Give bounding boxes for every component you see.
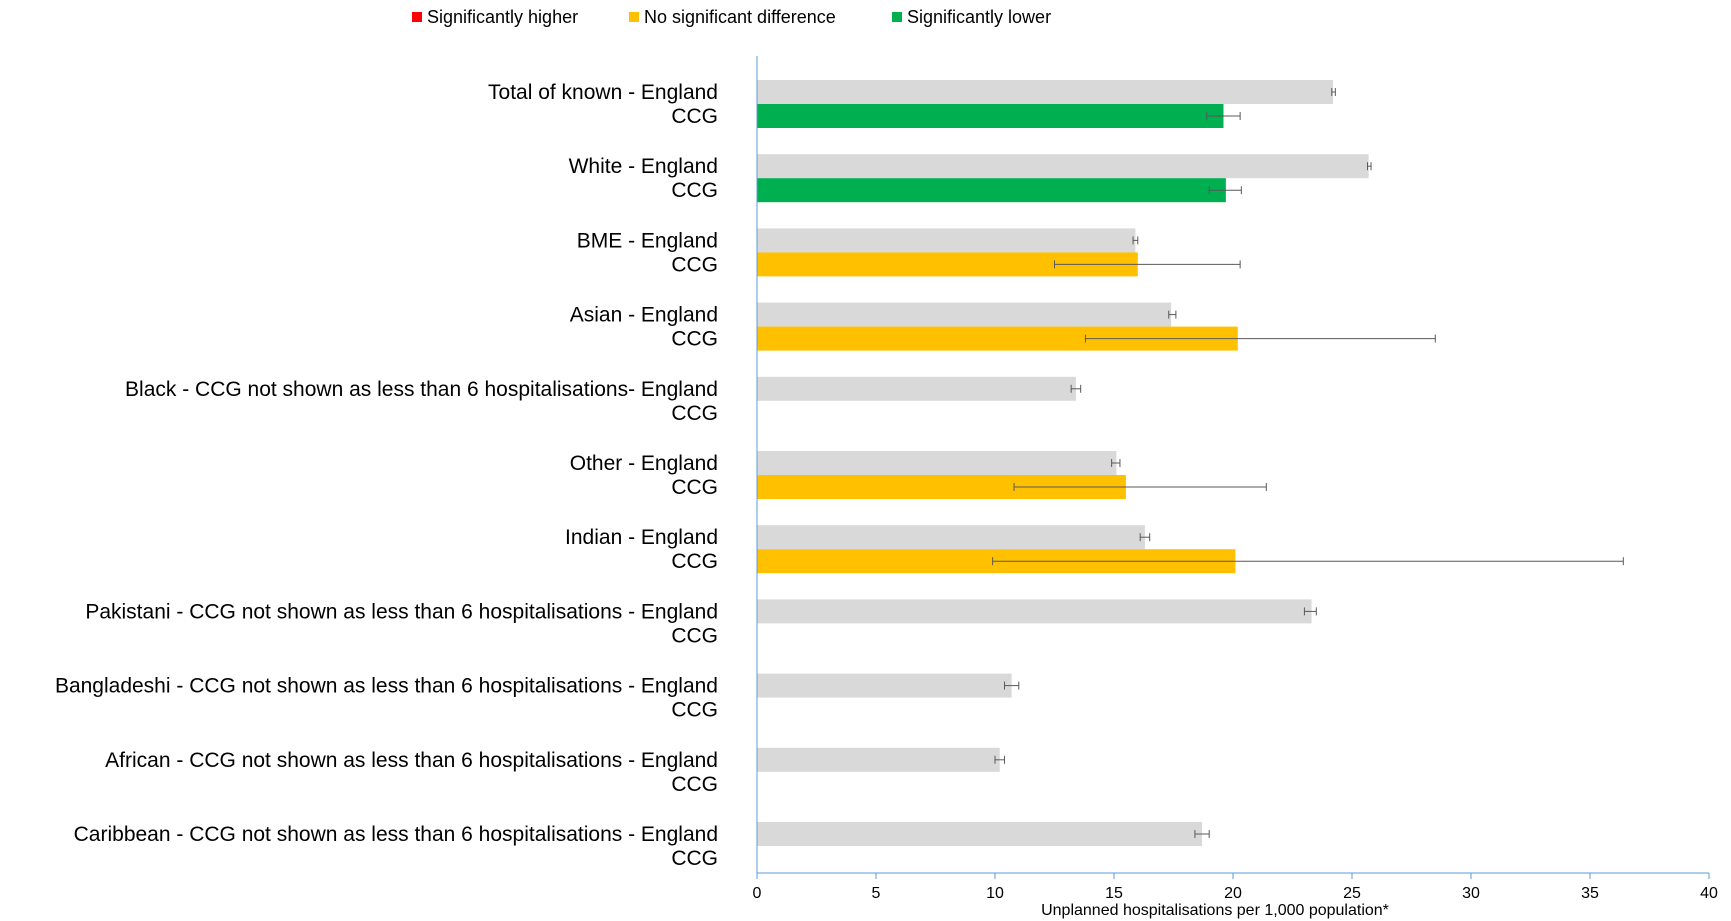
x-tick-label: 0 bbox=[753, 885, 762, 902]
england-bar bbox=[757, 525, 1145, 550]
england-bar bbox=[757, 822, 1203, 846]
category-label-england: Asian - England bbox=[570, 304, 718, 327]
category-label-ccg: CCG bbox=[671, 179, 718, 202]
england-bar bbox=[757, 451, 1117, 475]
category-label-ccg: CCG bbox=[671, 476, 718, 499]
category-label-ccg: CCG bbox=[671, 699, 718, 722]
ccg-bar bbox=[757, 104, 1224, 128]
category-label-ccg: CCG bbox=[671, 550, 718, 573]
x-tick-label: 10 bbox=[986, 885, 1004, 902]
category-label-ccg: CCG bbox=[671, 773, 718, 796]
x-tick-label: 20 bbox=[1224, 885, 1242, 902]
category-label-ccg: CCG bbox=[671, 402, 718, 425]
england-bar bbox=[757, 154, 1369, 179]
x-tick-label: 25 bbox=[1343, 885, 1361, 902]
bars bbox=[757, 80, 1624, 846]
england-bar bbox=[757, 80, 1333, 104]
category-label-england: Indian - England bbox=[565, 526, 718, 549]
category-label-ccg: CCG bbox=[671, 624, 718, 647]
category-label-england: White - England bbox=[569, 155, 718, 178]
category-label-england: Total of known - England bbox=[488, 81, 718, 104]
category-label-ccg: CCG bbox=[671, 847, 718, 870]
legend-swatch bbox=[629, 12, 639, 22]
legend-label: Significantly higher bbox=[427, 7, 578, 27]
category-label-ccg: CCG bbox=[671, 253, 718, 276]
category-label-ccg: CCG bbox=[671, 105, 718, 128]
x-tick-label: 40 bbox=[1700, 885, 1718, 902]
x-tick-label: 30 bbox=[1462, 885, 1480, 902]
x-tick-label: 5 bbox=[872, 885, 881, 902]
legend-swatch bbox=[412, 12, 422, 22]
england-bar bbox=[757, 302, 1172, 327]
ccg-bar bbox=[757, 178, 1226, 203]
category-label-ccg: CCG bbox=[671, 328, 718, 351]
legend-label: No significant difference bbox=[644, 7, 836, 27]
england-bar bbox=[757, 673, 1012, 698]
x-axis-title: Unplanned hospitalisations per 1,000 pop… bbox=[1041, 902, 1389, 919]
category-label-england: Black - CCG not shown as less than 6 hos… bbox=[125, 378, 718, 401]
x-tick-label: 35 bbox=[1581, 885, 1599, 902]
x-tick-label: 15 bbox=[1105, 885, 1123, 902]
category-label-england: Pakistani - CCG not shown as less than 6… bbox=[85, 600, 718, 623]
category-label-england: BME - England bbox=[577, 229, 718, 252]
category-label-england: African - CCG not shown as less than 6 h… bbox=[105, 749, 718, 772]
england-bar bbox=[757, 599, 1312, 624]
legend: Significantly higher No significant diffe… bbox=[412, 7, 1051, 27]
category-label-england: Bangladeshi - CCG not shown as less than… bbox=[55, 675, 718, 698]
england-bar bbox=[757, 747, 1000, 772]
legend-swatch bbox=[892, 12, 902, 22]
england-bar bbox=[757, 228, 1136, 253]
england-bar bbox=[757, 376, 1076, 401]
category-label-england: Other - England bbox=[570, 452, 718, 475]
legend-label: Significantly lower bbox=[907, 7, 1051, 27]
category-label-england: Caribbean - CCG not shown as less than 6… bbox=[74, 823, 718, 846]
axes: 0 5 10 15 20 25 30 35 40 Unplanned hospitalisatio… bbox=[753, 56, 1718, 919]
